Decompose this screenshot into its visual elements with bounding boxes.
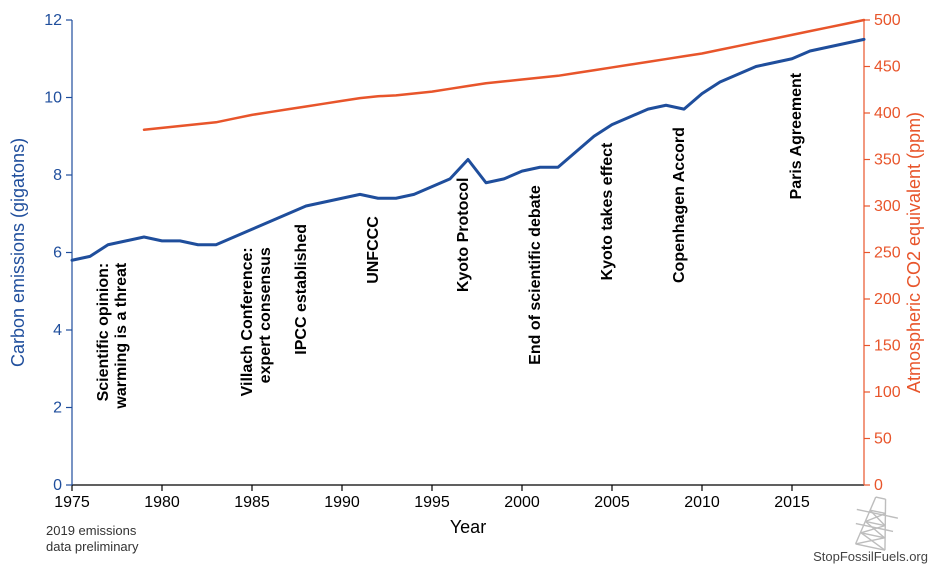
chart-svg: 197519801985199019952000200520102015Year… <box>0 0 936 569</box>
y-left-tick-label: 10 <box>44 90 62 107</box>
x-tick-label: 1990 <box>324 494 360 511</box>
y-left-tick-label: 6 <box>53 245 62 262</box>
annotation: Scientific opinion:warming is a threat <box>95 262 130 409</box>
y-right-tick-label: 350 <box>874 152 901 169</box>
y-right-tick-label: 450 <box>874 59 901 76</box>
y-right-tick-label: 400 <box>874 105 901 122</box>
annotation: Villach Conference:expert consensus <box>239 247 274 396</box>
annotation: End of scientific debate <box>527 185 544 365</box>
site-label: StopFossilFuels.org <box>813 549 928 564</box>
chart-container: 197519801985199019952000200520102015Year… <box>0 0 936 569</box>
annotation: UNFCCC <box>365 216 382 284</box>
x-tick-label: 2015 <box>774 494 810 511</box>
x-tick-label: 1985 <box>234 494 270 511</box>
annotation: Kyoto takes effect <box>599 142 616 280</box>
y-left-axis-label: Carbon emissions (gigatons) <box>8 138 28 367</box>
annotation: Paris Agreement <box>788 72 805 199</box>
y-left-tick-label: 2 <box>53 400 62 417</box>
y-right-tick-label: 500 <box>874 12 901 29</box>
y-right-tick-label: 150 <box>874 338 901 355</box>
x-tick-label: 1995 <box>414 494 450 511</box>
y-left-tick-label: 0 <box>53 477 62 494</box>
x-tick-label: 1975 <box>54 494 90 511</box>
y-right-tick-label: 300 <box>874 198 901 215</box>
y-right-tick-label: 0 <box>874 477 883 494</box>
y-right-tick-label: 250 <box>874 245 901 262</box>
annotation: Copenhagen Accord <box>671 127 688 283</box>
x-axis-label: Year <box>450 517 486 537</box>
y-right-axis-label: Atmospheric CO2 equivalent (ppm) <box>904 112 924 393</box>
y-left-tick-label: 4 <box>53 322 62 339</box>
footnote-line1: 2019 emissions <box>46 523 137 538</box>
y-right-tick-label: 50 <box>874 431 892 448</box>
y-left-tick-label: 8 <box>53 167 62 184</box>
x-tick-label: 1980 <box>144 494 180 511</box>
y-left-tick-label: 12 <box>44 12 62 29</box>
x-tick-label: 2010 <box>684 494 720 511</box>
x-tick-label: 2000 <box>504 494 540 511</box>
y-right-tick-label: 200 <box>874 291 901 308</box>
footnote-line2: data preliminary <box>46 539 139 554</box>
y-right-tick-label: 100 <box>874 384 901 401</box>
annotation: Kyoto Protocol <box>455 178 472 293</box>
annotation: IPCC established <box>293 224 310 355</box>
x-tick-label: 2005 <box>594 494 630 511</box>
